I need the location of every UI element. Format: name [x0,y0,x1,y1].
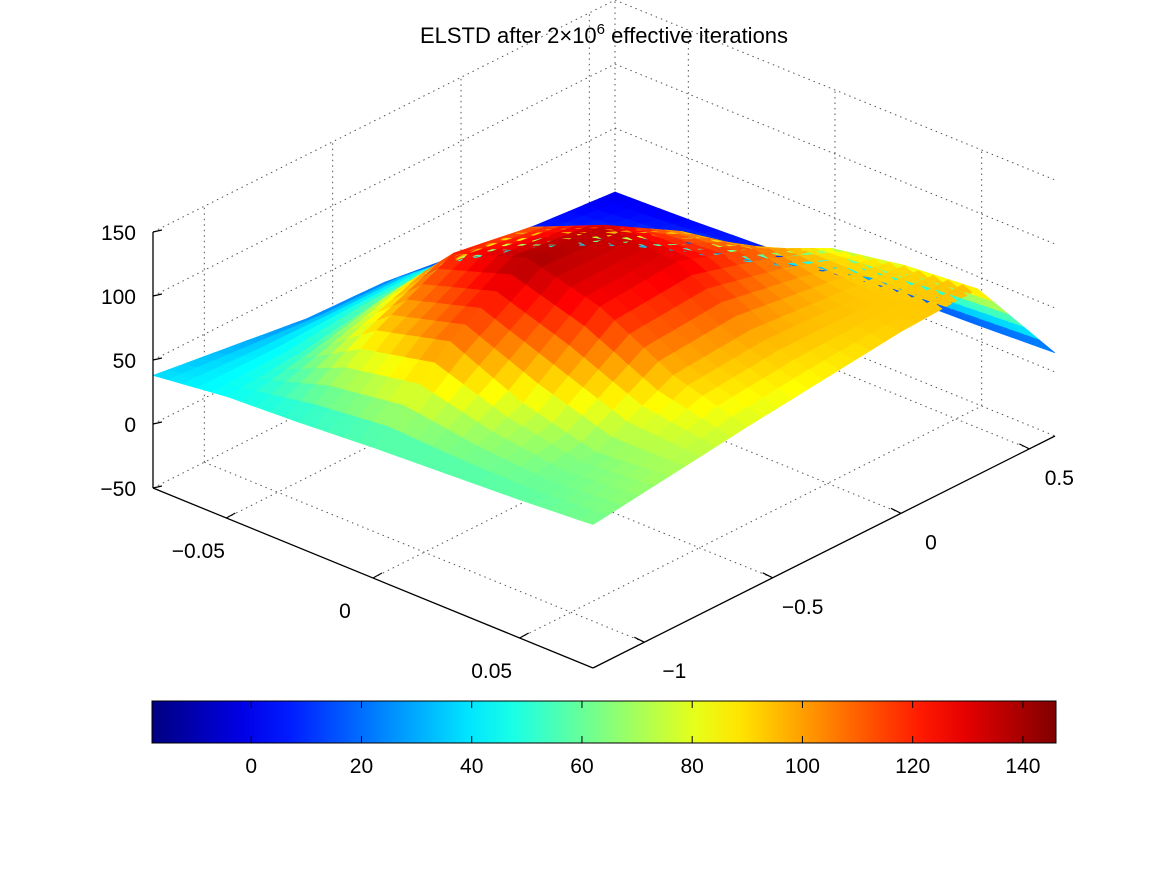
z-tick-label: 0 [124,414,136,437]
x-tick-label: 0 [339,600,351,623]
z-tick [152,421,163,425]
colorbar-bar [151,700,1057,744]
axes: −50 0 50 100 150 −0.05 0 0.05 −1 −0.5 0 0.5 [100,222,1074,683]
x-tick-label: −0.05 [172,540,225,563]
z-tick [152,293,163,297]
colorbar: 0 20 40 60 80 100 120 140 [151,700,1057,778]
z-tick-label: 150 [101,222,136,245]
colorbar-tick-label: 60 [570,755,593,778]
z-tick [152,357,163,361]
z-tick [152,485,163,489]
y-tick [634,636,645,643]
chart-title: ELSTD after 2×106 effective iterations [420,21,788,48]
y-tick [762,572,773,579]
y-tick-label: 0 [925,531,937,554]
z-tick [152,229,163,233]
colorbar-tick-label: 40 [460,755,483,778]
colorbar-tick-label: 140 [1005,755,1040,778]
y-tick-label: −1 [662,660,686,683]
surface-cell [1024,334,1056,354]
y-tick [890,507,902,514]
y-axis-line [592,435,1056,669]
y-tick-label: −0.5 [782,596,823,619]
grid-line-y [204,461,645,643]
grid-line-z [614,63,1056,245]
x-tick [226,512,236,519]
colorbar-tick-label: 20 [350,755,373,778]
x-tick [372,572,383,579]
y-tick-label: 0.5 [1045,467,1074,490]
x-tick [519,632,529,639]
y-tick [1019,443,1030,450]
colorbar-tick-label: 0 [245,755,257,778]
colorbar-tick-label: 80 [681,755,704,778]
colorbar-tick-label: 120 [895,755,930,778]
z-tick-label: −50 [100,478,136,501]
grid-lines [152,0,1056,643]
z-tick-label: 100 [101,286,136,309]
grid-line-z [614,0,1056,181]
z-tick-label: 50 [113,350,136,373]
x-tick-label: 0.05 [471,660,512,683]
surface-plot [152,191,1056,525]
colorbar-tick-label: 100 [785,755,820,778]
